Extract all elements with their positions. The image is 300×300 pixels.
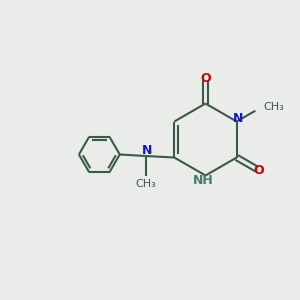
Text: CH₃: CH₃ xyxy=(135,179,156,189)
Text: CH₃: CH₃ xyxy=(264,102,284,112)
Text: N: N xyxy=(142,144,152,157)
Text: NH: NH xyxy=(193,174,214,188)
Text: O: O xyxy=(200,72,211,86)
Text: O: O xyxy=(253,164,264,177)
Text: N: N xyxy=(233,112,243,125)
